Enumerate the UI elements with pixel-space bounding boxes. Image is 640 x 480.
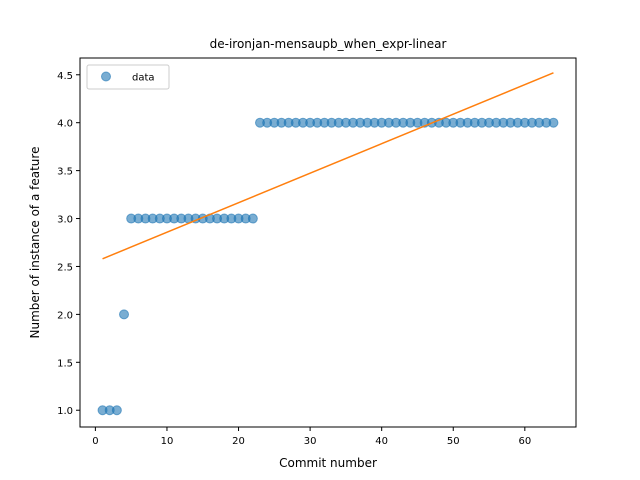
x-tick-label: 40 [375, 436, 388, 447]
axes: 0 10 20 30 40 50 60 1.0 1.5 2.0 2.5 3.0 3.5 4.0 4.5 [57, 71, 531, 447]
y-tick-label: 1.5 [57, 358, 73, 369]
data-point [548, 117, 559, 128]
y-axis-label: Number of instance of a feature [28, 147, 42, 339]
legend-label-data: data [132, 73, 155, 84]
x-tick-label: 30 [304, 436, 317, 447]
y-tick-label: 4.0 [57, 119, 73, 130]
legend: data [86, 64, 170, 90]
linear-fit-line [102, 72, 554, 260]
legend-marker-data [101, 71, 111, 82]
x-tick-label: 50 [447, 436, 460, 447]
chart-title: de-ironjan-mensaupb_when_expr-linear [210, 37, 447, 51]
y-tick-label: 4.5 [57, 71, 73, 82]
plot-frame [79, 57, 577, 428]
x-tick-label: 20 [232, 436, 245, 447]
y-tick-label: 3.5 [57, 167, 73, 178]
x-tick-label: 10 [161, 436, 174, 447]
x-tick-label: 60 [518, 436, 531, 447]
y-tick-label: 1.0 [57, 406, 73, 417]
x-tick-label: 0 [92, 436, 98, 447]
data-point [119, 309, 130, 320]
y-tick-label: 3.0 [57, 215, 73, 226]
data-point [247, 213, 258, 224]
data-point [111, 405, 122, 416]
y-tick-label: 2.0 [57, 310, 73, 321]
x-axis-label: Commit number [279, 456, 377, 470]
legend-box [86, 64, 170, 90]
plot-area [97, 72, 559, 416]
y-tick-label: 2.5 [57, 262, 73, 273]
